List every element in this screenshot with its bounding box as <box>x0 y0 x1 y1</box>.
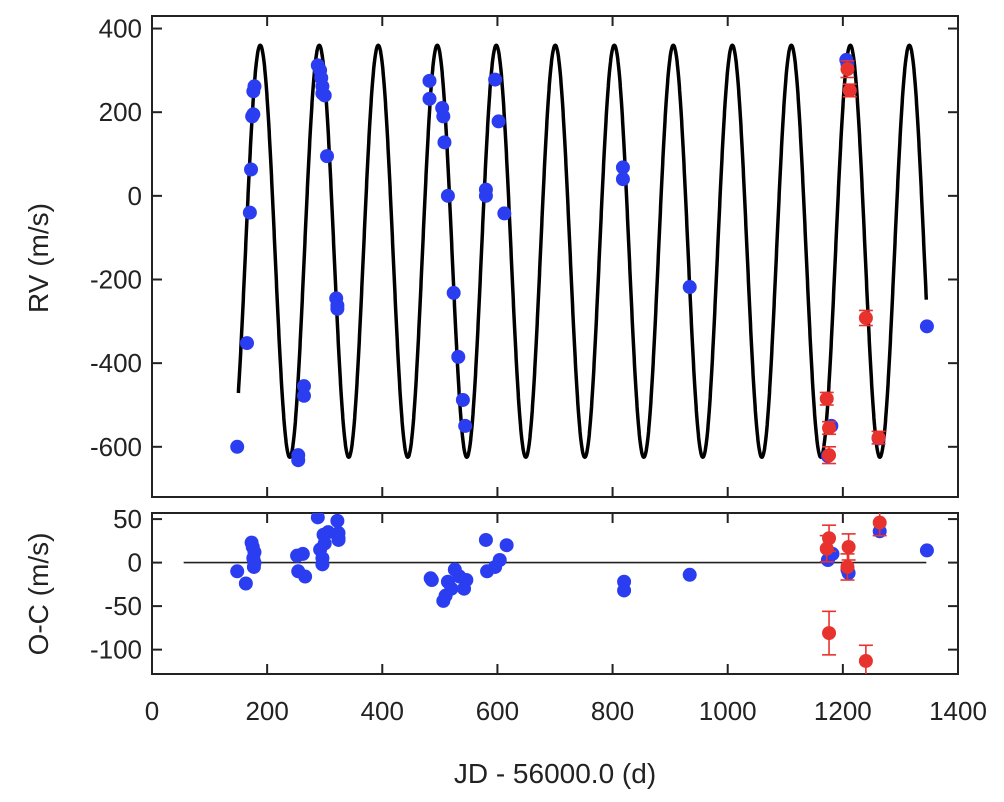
blue-data-point <box>436 109 451 124</box>
blue-data-point <box>239 336 254 351</box>
blue-data-point <box>919 319 934 334</box>
blue-data-point <box>310 513 325 525</box>
red-data-point <box>872 515 887 530</box>
blue-data-point <box>330 513 345 528</box>
rv-x-ticks <box>151 16 959 497</box>
blue-data-point <box>478 188 493 203</box>
rv-y-tick-label: -200 <box>90 265 142 295</box>
red-data-point <box>841 539 856 554</box>
blue-data-point <box>321 525 336 540</box>
rv-y-tick-label: -600 <box>90 432 142 462</box>
blue-data-point <box>682 567 697 582</box>
blue-data-point <box>422 73 437 88</box>
red-data-point <box>858 653 873 668</box>
blue-data-point <box>320 149 335 164</box>
blue-data-point <box>246 107 261 122</box>
blue-data-point <box>291 453 306 468</box>
blue-data-point <box>422 91 437 106</box>
residual-y-tick-label: -50 <box>104 591 142 621</box>
red-data-point <box>819 541 834 556</box>
blue-data-point <box>617 583 632 598</box>
blue-data-point <box>230 439 245 454</box>
rv-y-tick-label: 400 <box>99 14 142 44</box>
rv-panel: 400 200 0 -200 -400 -600 RV (m/s) <box>23 14 959 498</box>
x-axis-label: JD - 56000.0 (d) <box>454 758 656 789</box>
blue-data-point <box>491 114 506 129</box>
residual-y-tick-label: 0 <box>128 548 142 578</box>
blue-data-point <box>444 581 459 596</box>
blue-data-point <box>446 285 461 300</box>
x-tick-label: 1000 <box>699 696 757 726</box>
blue-data-point <box>437 135 452 150</box>
blue-data-point <box>295 546 310 561</box>
blue-data-point <box>478 532 493 547</box>
x-tick-label: 400 <box>361 696 404 726</box>
residual-plot-frame <box>151 512 959 675</box>
blue-data-point <box>247 555 262 570</box>
blue-data-point <box>451 349 466 364</box>
blue-data-point <box>238 576 253 591</box>
blue-data-point <box>424 573 439 588</box>
residual-y-axis-label: O-C (m/s) <box>23 533 54 656</box>
residual-y-tick-label: -100 <box>90 635 142 665</box>
x-tick-label: 200 <box>245 696 288 726</box>
red-data-point <box>858 310 873 325</box>
blue-data-point <box>440 188 455 203</box>
blue-data-point <box>458 418 473 433</box>
residual-panel: 0 200 400 600 800 1000 1200 1400 50 0 -50 -100 O-C… <box>23 504 987 789</box>
blue-data-point <box>247 79 262 94</box>
x-tick-label: 600 <box>476 696 519 726</box>
blue-data-point <box>317 536 332 551</box>
rv-plot-frame <box>151 15 959 498</box>
blue-data-point <box>330 301 345 316</box>
blue-data-point <box>244 162 259 177</box>
blue-data-point <box>317 88 332 103</box>
rv-y-axis-label: RV (m/s) <box>23 203 54 313</box>
blue-data-point <box>331 532 346 547</box>
residual-data-points <box>230 513 934 674</box>
x-tick-label: 1400 <box>929 696 987 726</box>
blue-data-point <box>919 543 934 558</box>
red-data-point <box>840 62 855 77</box>
red-data-point <box>822 626 837 641</box>
residual-y-ticks: 50 0 -50 -100 <box>90 504 958 665</box>
red-data-point <box>840 559 855 574</box>
blue-data-point <box>615 172 630 187</box>
residual-y-tick-label: 50 <box>113 504 142 534</box>
red-data-point <box>822 448 837 463</box>
blue-data-point <box>615 160 630 175</box>
red-data-point <box>819 391 834 406</box>
red-data-point <box>871 430 886 445</box>
rv-model-curve <box>236 43 929 459</box>
rv-y-tick-label: -400 <box>90 348 142 378</box>
blue-data-point <box>459 573 474 588</box>
blue-data-point <box>315 557 330 572</box>
red-data-point <box>822 531 837 546</box>
blue-data-point <box>682 280 697 295</box>
blue-data-point <box>298 569 313 584</box>
rv-y-ticks: 400 200 0 -200 -400 -600 <box>90 14 958 462</box>
rv-y-tick-label: 0 <box>128 181 142 211</box>
blue-data-point <box>497 206 512 221</box>
x-tick-label: 0 <box>145 696 159 726</box>
blue-data-point <box>499 538 514 553</box>
blue-data-point <box>296 379 311 394</box>
blue-data-point <box>488 72 503 87</box>
red-data-point <box>842 83 857 98</box>
blue-data-point <box>242 205 257 220</box>
x-tick-label: 1200 <box>814 696 872 726</box>
blue-data-point <box>230 564 245 579</box>
x-tick-label: 800 <box>591 696 634 726</box>
blue-data-point <box>492 552 507 567</box>
blue-data-point <box>247 545 262 560</box>
rv-y-tick-label: 200 <box>99 97 142 127</box>
red-data-point <box>822 420 837 435</box>
residual-x-ticks: 0 200 400 600 800 1000 1200 1400 <box>145 513 987 726</box>
blue-data-point <box>296 388 311 403</box>
blue-data-point <box>455 392 470 407</box>
rv-data-points <box>230 52 934 468</box>
